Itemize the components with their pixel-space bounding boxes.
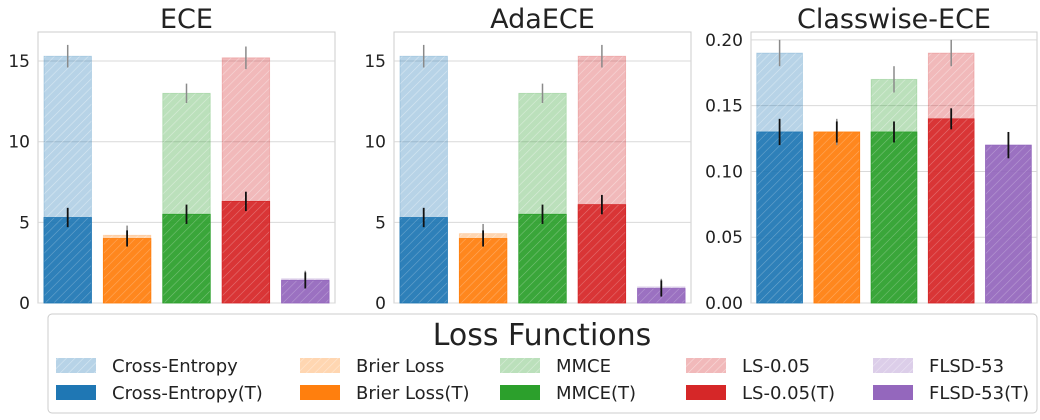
legend-label: FLSD-53(T) — [929, 383, 1029, 404]
bar-group-ls-0-05 — [221, 46, 271, 304]
legend-label: LS-0.05(T) — [742, 383, 835, 404]
legend-swatch — [56, 385, 96, 400]
legend-swatch — [500, 358, 540, 373]
legend-swatch — [300, 358, 340, 373]
y-tick-label: 0.05 — [705, 228, 743, 248]
bar-group-brier-loss — [102, 225, 152, 304]
panel-title: Classwise-ECE — [797, 4, 991, 35]
legend-swatch — [873, 385, 913, 400]
legend-entry-mmce-t: MMCE(T) — [500, 383, 636, 404]
legend-label: Brier Loss — [356, 356, 444, 377]
bar-group-brier-loss — [458, 223, 508, 304]
y-tick-label: 0.15 — [705, 97, 743, 117]
bar-brier-loss-post — [458, 238, 508, 304]
legend-frame — [47, 313, 1038, 414]
y-tick-label: 0 — [19, 294, 30, 314]
chart-panels: 0 5 10 15 ECE 0 5 10 15 AdaECE 0.00 0.05 0.10 0.15 0.2… — [8, 4, 1038, 314]
bar-group-brier-loss — [813, 118, 861, 304]
bar-group-mmce — [162, 83, 211, 304]
bar-flsd-53-post — [985, 144, 1032, 304]
bar-ls-0-05-post — [221, 200, 271, 304]
legend-entry-brier-loss-t: Brier Loss(T) — [300, 383, 469, 404]
legend-entry-mmce: MMCE — [500, 356, 611, 377]
y-tick-label: 0.20 — [705, 31, 743, 51]
y-tick-label: 10 — [8, 133, 30, 153]
bar-group-flsd-53 — [281, 270, 330, 304]
bar-ls-0-05-post — [927, 118, 975, 304]
y-tick-label: 0.10 — [705, 162, 743, 182]
legend-entry-cross-entropy-t: Cross-Entropy(T) — [56, 383, 263, 404]
legend-swatch — [56, 358, 96, 373]
legend-label: MMCE(T) — [556, 383, 636, 404]
bar-mmce-post — [162, 213, 211, 304]
bar-brier-loss-post — [813, 131, 861, 304]
bar-group-cross-entropy — [43, 44, 92, 304]
legend-entry-cross-entropy: Cross-Entropy — [56, 356, 238, 377]
bar-mmce-post — [870, 131, 918, 304]
y-tick-label: 15 — [8, 52, 30, 72]
bar-ls-0-05-post — [577, 204, 627, 304]
bar-group-cross-entropy — [399, 44, 448, 304]
bar-mmce-post — [518, 213, 567, 304]
legend-entry-flsd-53: FLSD-53 — [873, 356, 1004, 377]
bar-group-flsd-53 — [637, 278, 686, 304]
bar-cross-entropy-post — [399, 217, 448, 304]
panel-adaece: 0 5 10 15 AdaECE — [364, 4, 692, 314]
bar-brier-loss-post — [102, 238, 152, 304]
bar-group-ls-0-05 — [577, 44, 627, 304]
panel-ece: 0 5 10 15 ECE — [8, 4, 336, 314]
panel-title: AdaECE — [490, 4, 595, 35]
y-tick-label: 5 — [375, 213, 386, 233]
legend-entry-ls-0-05: LS-0.05 — [686, 356, 810, 377]
legend-label: LS-0.05 — [742, 356, 810, 377]
bar-cross-entropy-post — [756, 131, 803, 304]
legend-title: Loss Functions — [433, 318, 652, 353]
panel-classwise-ece: 0.00 0.05 0.10 0.15 0.20 Classwise-ECE — [705, 4, 1038, 314]
y-tick-label: 15 — [364, 52, 386, 72]
legend-entry-brier-loss: Brier Loss — [300, 356, 444, 377]
legend-swatch — [686, 385, 726, 400]
y-tick-label: 10 — [364, 133, 386, 153]
legend-swatch — [500, 385, 540, 400]
legend-label: FLSD-53 — [929, 356, 1004, 377]
legend-label: MMCE — [556, 356, 611, 377]
bar-cross-entropy-post — [43, 217, 92, 304]
legend: Loss Functions Cross-Entropy Brier Loss MM… — [47, 313, 1038, 414]
legend-swatch — [300, 385, 340, 400]
y-tick-label: 0 — [375, 294, 386, 314]
bar-group-mmce — [870, 66, 918, 304]
bar-group-cross-entropy — [756, 39, 803, 304]
bar-group-flsd-53 — [985, 131, 1032, 304]
legend-swatch — [686, 358, 726, 373]
legend-label: Cross-Entropy(T) — [112, 383, 263, 404]
legend-label: Brier Loss(T) — [356, 383, 469, 404]
y-tick-label: 0.00 — [705, 294, 743, 314]
legend-label: Cross-Entropy — [112, 356, 238, 377]
legend-entry-ls-0-05-t: LS-0.05(T) — [686, 383, 835, 404]
legend-entry-flsd-53-t: FLSD-53(T) — [873, 383, 1029, 404]
legend-swatch — [873, 358, 913, 373]
y-tick-label: 5 — [19, 213, 30, 233]
panel-title: ECE — [160, 4, 213, 35]
bar-group-mmce — [518, 83, 567, 304]
bar-group-ls-0-05 — [927, 39, 975, 304]
